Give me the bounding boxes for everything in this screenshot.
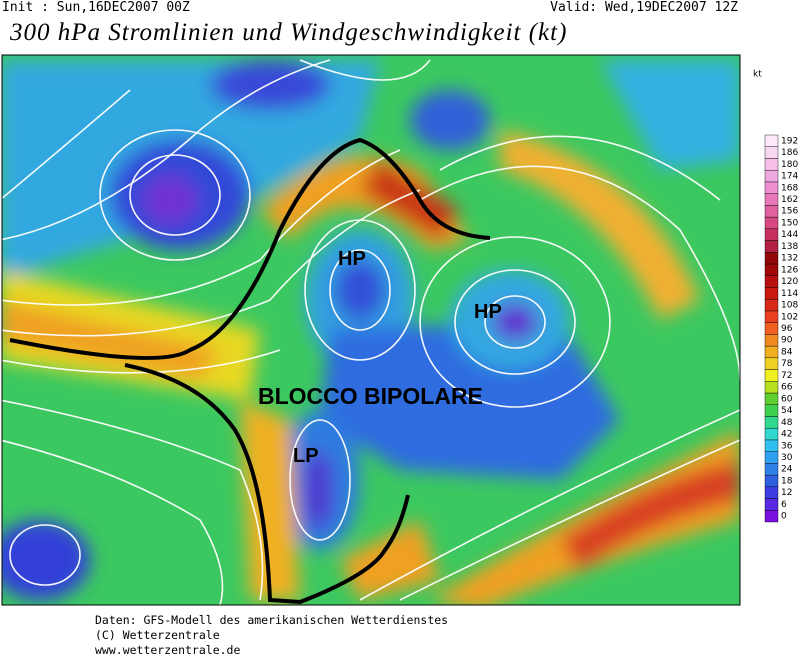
colorbar-swatch [764, 287, 779, 300]
colorbar-label: 90 [781, 336, 793, 346]
colorbar-swatch [764, 510, 779, 523]
colorbar-swatch [764, 252, 779, 265]
colorbar-label: 42 [781, 430, 792, 440]
colorbar-label: 114 [781, 289, 798, 299]
colorbar-swatch [764, 310, 779, 323]
map-field [2, 55, 740, 605]
trough-line [124, 363, 410, 605]
ridge-line [9, 137, 491, 360]
init-time: Init : Sun,16DEC2007 00Z [2, 0, 190, 15]
colorbar-swatch [764, 463, 779, 476]
colorbar-swatch [764, 345, 779, 359]
footer-line: Daten: GFS-Modell des amerikanischen Wet… [95, 613, 448, 627]
colorbar-swatch [764, 228, 779, 241]
colorbar-label: 0 [781, 512, 787, 522]
colorbar-swatch [764, 451, 779, 464]
colorbar-label: 120 [781, 277, 798, 287]
colorbar-label: 18 [781, 476, 793, 486]
colorbar-swatch [764, 193, 779, 206]
colorbar-swatch [764, 134, 779, 147]
streamlines [2, 59, 740, 605]
colorbar-swatch [764, 381, 779, 394]
colorbar-swatch [764, 216, 779, 230]
colorbar-swatch [764, 169, 779, 183]
colorbar-swatch [764, 474, 779, 488]
colorbar-label: 102 [781, 312, 798, 322]
footer-line: www.wetterzentrale.de [95, 643, 240, 656]
colorbar-label: 150 [781, 218, 798, 228]
colorbar-label: 192 [781, 136, 798, 146]
colorbar-label: 162 [781, 195, 798, 205]
colorbar-label: 36 [781, 441, 793, 451]
colorbar-label: 60 [781, 394, 793, 404]
colorbar-label: 24 [781, 465, 793, 475]
colorbar-swatch [764, 181, 779, 194]
colorbar-swatch [764, 322, 779, 335]
colorbar-swatch [764, 369, 779, 382]
colorbar-label: 132 [781, 254, 798, 264]
colorbar-label: 48 [781, 418, 793, 428]
colorbar-label: 30 [781, 453, 793, 463]
colorbar-swatch [764, 275, 779, 288]
annotation: HP [338, 248, 366, 270]
colorbar: 0612182430364248546066727884909610210811… [764, 134, 798, 523]
valid-time: Valid: Wed,19DEC2007 12Z [550, 0, 738, 15]
colorbar-label: 144 [781, 230, 798, 240]
colorbar-label: 54 [781, 406, 793, 416]
colorbar-label: 6 [781, 500, 787, 510]
colorbar-unit: kt [753, 70, 762, 80]
colorbar-swatch [764, 146, 779, 159]
colorbar-swatch [764, 334, 779, 347]
colorbar-label: 138 [781, 242, 798, 252]
colorbar-label: 180 [781, 160, 798, 170]
colorbar-swatch [764, 298, 779, 312]
colorbar-label: 12 [781, 488, 792, 498]
annotation: HP [474, 301, 502, 323]
colorbar-label: 96 [781, 324, 793, 334]
map-frame [1, 54, 741, 606]
colorbar-swatch [764, 240, 779, 253]
annotation: BLOCCO BIPOLARE [258, 383, 483, 409]
colorbar-swatch [764, 439, 779, 452]
colorbar-label: 72 [781, 371, 792, 381]
colorbar-label: 156 [781, 207, 798, 217]
colorbar-swatch [764, 404, 779, 417]
colorbar-swatch [764, 158, 779, 171]
colorbar-swatch [764, 486, 779, 499]
colorbar-swatch [764, 357, 779, 370]
colorbar-label: 78 [781, 359, 793, 369]
colorbar-label: 186 [781, 148, 798, 158]
colorbar-label: 168 [781, 183, 798, 193]
colorbar-swatch [764, 427, 779, 441]
colorbar-label: 66 [781, 383, 793, 393]
colorbar-swatch [764, 498, 779, 511]
colorbar-label: 84 [781, 347, 793, 357]
colorbar-label: 174 [781, 172, 798, 182]
footer-line: (C) Wetterzentrale [95, 628, 220, 642]
colorbar-label: 126 [781, 265, 798, 275]
colorbar-swatch [764, 263, 779, 276]
annotation: LP [293, 445, 319, 467]
colorbar-swatch [764, 205, 779, 218]
colorbar-swatch [764, 416, 779, 429]
colorbar-label: 108 [781, 301, 798, 311]
map-title: 300 hPa Stromlinien und Windgeschwindigk… [9, 19, 567, 46]
colorbar-swatch [764, 392, 779, 405]
